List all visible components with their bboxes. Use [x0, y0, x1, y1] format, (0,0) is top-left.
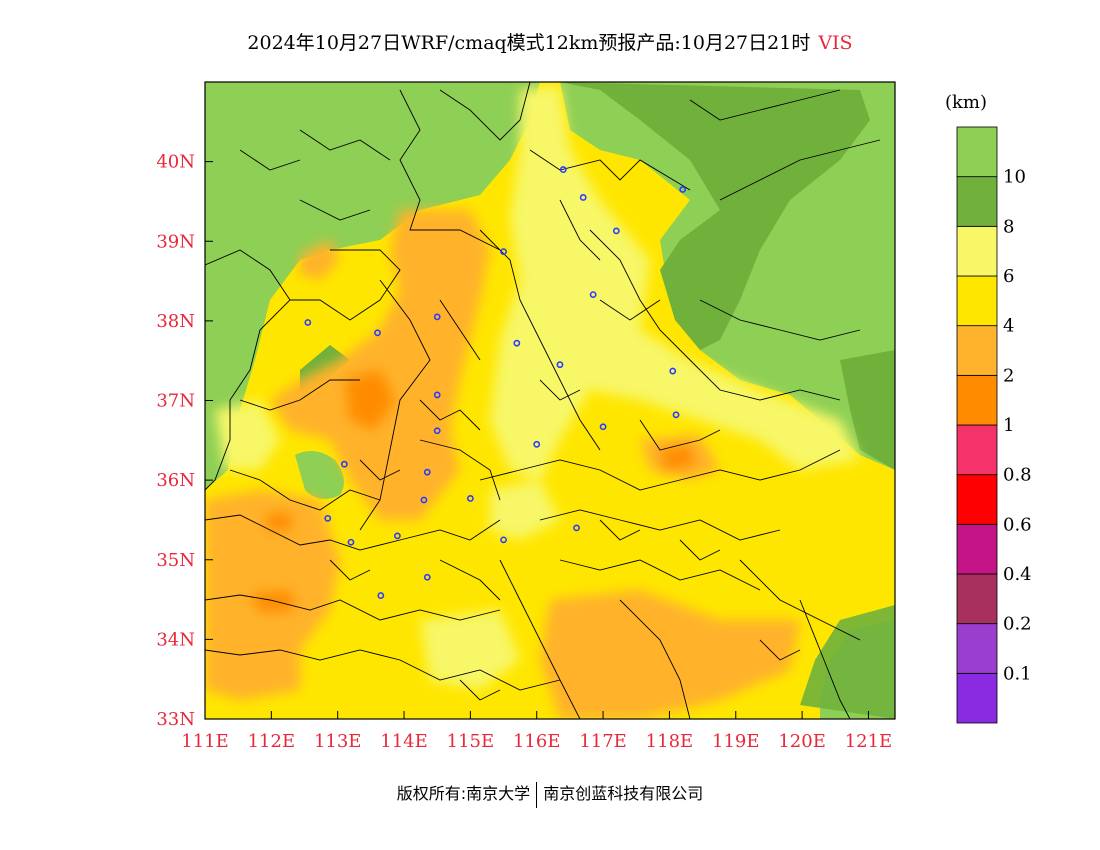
- lon-tick-label: 112E: [248, 731, 296, 752]
- chart-title: 2024年10月27日WRF/cmaq模式12km预报产品:10月27日21时 V…: [0, 28, 1100, 55]
- station-markers: [304, 166, 687, 599]
- lon-tick-label: 115E: [447, 731, 495, 752]
- legend-label: 0.2: [1003, 614, 1032, 635]
- footer: 版权所有:南京大学 南京创蓝科技有限公司: [0, 780, 1100, 808]
- station-marker: [374, 329, 381, 337]
- legend-swatch: [956, 672, 998, 724]
- longitude-axis: 111E 112E 113E 114E 115E 116E 117E 118E 119E 120E…: [181, 711, 892, 752]
- station-marker: [669, 367, 677, 375]
- administrative-boundaries: [205, 82, 881, 719]
- legend-label: 0.4: [1003, 564, 1032, 585]
- legend-unit: (km): [945, 92, 987, 113]
- legend-swatch: [956, 126, 998, 178]
- lat-tick-label: 33N: [156, 709, 195, 730]
- clear-region-northwest: [205, 82, 540, 490]
- station-marker: [420, 496, 428, 504]
- station-marker: [589, 291, 597, 298]
- copyright-left: 版权所有:南京大学: [396, 784, 531, 803]
- lat-tick-label: 34N: [156, 629, 195, 650]
- copyright-right: 南京创蓝科技有限公司: [543, 784, 704, 803]
- legend-label: 2: [1003, 365, 1014, 386]
- station-marker: [433, 427, 441, 435]
- title-text: 2024年10月27日WRF/cmaq模式12km预报产品:10月27日21时: [247, 32, 811, 54]
- latitude-axis: 33N 34N 35N 36N 37N 38N 39N 40N: [156, 152, 213, 730]
- legend-label: 6: [1003, 266, 1014, 287]
- station-marker: [556, 361, 564, 369]
- station-marker: [500, 248, 507, 256]
- legend-label: 4: [1003, 316, 1014, 337]
- legend-swatch: [956, 325, 998, 376]
- station-marker: [599, 423, 607, 431]
- station-marker: [500, 536, 507, 544]
- legend-swatch: [956, 424, 998, 476]
- station-marker: [423, 468, 431, 476]
- lon-tick-label: 119E: [712, 731, 760, 752]
- lat-tick-label: 39N: [156, 231, 195, 252]
- lat-tick-label: 35N: [156, 550, 195, 571]
- station-marker: [433, 313, 441, 321]
- legend-swatch: [956, 374, 998, 426]
- lon-tick-label: 120E: [778, 731, 826, 752]
- legend-swatch: [956, 225, 998, 277]
- legend-swatch: [956, 275, 998, 327]
- station-marker: [533, 440, 541, 448]
- station-marker: [347, 538, 355, 546]
- legend-swatch: [956, 573, 998, 625]
- legend-swatch: [956, 623, 998, 674]
- legend-swatch: [956, 474, 998, 525]
- station-marker: [679, 186, 687, 193]
- station-marker: [324, 514, 332, 522]
- vis-2-4-zones: [205, 210, 800, 719]
- station-marker: [573, 524, 580, 532]
- lat-tick-label: 40N: [156, 152, 195, 173]
- station-marker: [433, 391, 441, 399]
- lon-tick-label: 113E: [314, 731, 362, 752]
- station-marker: [466, 495, 474, 502]
- lat-tick-label: 36N: [156, 470, 195, 491]
- station-marker: [579, 194, 587, 201]
- legend-label: 0.6: [1003, 514, 1032, 535]
- legend-label: 10: [1003, 167, 1026, 188]
- station-marker: [340, 460, 348, 468]
- legend-label: 8: [1003, 216, 1014, 237]
- vis-8-10-band-east: [840, 350, 895, 470]
- variable-label: VIS: [818, 32, 853, 54]
- lat-tick-label: 37N: [156, 391, 195, 412]
- station-marker: [513, 339, 521, 347]
- lon-tick-label: 117E: [579, 731, 627, 752]
- color-legend: (km) 0.1 0.2 0.4 0.6 0.8 1 2 4 6 8 10: [945, 92, 1032, 724]
- vis-8-10-band: [560, 82, 870, 350]
- lon-tick-label: 121E: [845, 731, 893, 752]
- station-marker: [672, 411, 680, 419]
- station-marker: [612, 227, 620, 235]
- legend-swatch: [956, 176, 998, 227]
- vis-6-8-zones: [215, 85, 860, 690]
- legend-label: 0.1: [1003, 663, 1032, 684]
- legend-label: 0.8: [1003, 465, 1032, 486]
- legend-swatch: [956, 523, 998, 575]
- lon-tick-label: 111E: [181, 731, 229, 752]
- vis-8-10-band-southeast: [800, 605, 895, 719]
- lon-tick-label: 114E: [380, 731, 428, 752]
- lon-tick-label: 116E: [513, 731, 561, 752]
- lon-tick-label: 118E: [646, 731, 694, 752]
- station-marker: [377, 592, 385, 599]
- station-marker: [394, 532, 401, 540]
- station-marker: [423, 573, 431, 581]
- clear-region-shanxi: [295, 451, 344, 499]
- station-marker: [304, 319, 312, 326]
- legend-label: 1: [1003, 415, 1014, 436]
- lat-tick-label: 38N: [156, 311, 195, 332]
- footer-separator: [536, 781, 538, 808]
- visibility-field: [205, 82, 895, 719]
- station-marker: [559, 166, 567, 173]
